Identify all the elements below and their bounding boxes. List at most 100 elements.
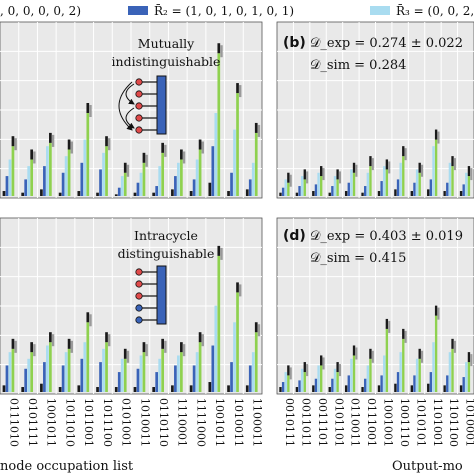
sim-marker-c-3 <box>70 340 73 353</box>
bar-a-9-0 <box>171 189 174 196</box>
bar-a-10-2 <box>195 159 199 196</box>
bar-a-0-1 <box>5 176 9 196</box>
bar-a-12-3 <box>236 93 239 196</box>
bar-c-9-3 <box>180 352 183 392</box>
errorbar-a-4 <box>86 103 90 113</box>
bar-d-11-2 <box>465 362 468 392</box>
sim-marker-b-2 <box>322 168 325 181</box>
errorbar-b-7 <box>402 146 405 157</box>
schematic-intracycle <box>135 265 167 325</box>
bar-b-4-1 <box>347 182 350 196</box>
tick-label-c-0: 0111010 <box>7 398 20 447</box>
sim-marker-d-1 <box>306 364 309 377</box>
bar-c-1-1 <box>24 368 28 392</box>
bar-a-8-3 <box>161 152 165 196</box>
bar-b-7-0 <box>394 189 397 196</box>
bar-a-7-3 <box>142 162 146 196</box>
bar-c-6-1 <box>117 372 121 392</box>
sim-marker-a-8 <box>164 144 167 157</box>
bar-d-3-1 <box>331 378 334 392</box>
bar-b-10-3 <box>451 166 454 196</box>
sim-marker-d-0 <box>289 367 292 380</box>
panel-a <box>0 21 263 199</box>
bar-b-1-3 <box>303 179 306 196</box>
panel-d <box>276 217 474 395</box>
errorbar-a-10 <box>198 139 202 150</box>
bar-b-8-3 <box>418 172 421 196</box>
panel-letter-b: (b) <box>283 35 306 51</box>
errorbar-b-0 <box>287 172 290 183</box>
bar-a-12-1 <box>230 172 233 196</box>
annotation-c-line2: distinguishable <box>118 246 215 261</box>
bar-d-10-3 <box>451 348 454 392</box>
bar-a-0-3 <box>11 146 15 196</box>
bar-a-0-0 <box>2 191 6 196</box>
bar-c-1-0 <box>21 387 25 392</box>
bar-c-12-0 <box>227 385 230 392</box>
bar-a-13-2 <box>251 162 255 196</box>
sim-marker-d-2 <box>322 357 325 370</box>
bar-c-3-2 <box>64 352 68 392</box>
bar-b-2-3 <box>320 176 323 196</box>
errorbar-c-2 <box>49 332 52 343</box>
bar-c-11-3 <box>217 255 221 392</box>
errorbar-a-0 <box>11 136 15 147</box>
bar-b-3-2 <box>333 176 337 196</box>
bar-c-2-3 <box>49 342 52 392</box>
errorbar-b-5 <box>369 156 372 167</box>
bar-b-9-3 <box>434 139 438 196</box>
bar-c-3-0 <box>58 387 62 392</box>
sim-marker-a-13 <box>257 124 261 137</box>
bar-a-13-3 <box>254 132 258 196</box>
bar-c-7-3 <box>142 352 146 392</box>
bar-c-4-1 <box>80 358 84 392</box>
bar-a-11-0 <box>208 182 212 196</box>
panel-c <box>0 217 263 395</box>
bar-c-3-3 <box>67 348 71 392</box>
tick-label-d-4: 0110011 <box>349 398 362 447</box>
bar-a-2-2 <box>46 146 49 196</box>
bar-c-2-1 <box>43 362 46 392</box>
errorbar-b-1 <box>303 169 306 180</box>
bar-a-3-0 <box>58 192 62 196</box>
errorbar-d-5 <box>369 348 372 359</box>
tick-label-c-7: 1010011 <box>138 398 151 447</box>
bar-b-3-1 <box>331 186 334 196</box>
bar-b-6-2 <box>383 166 386 196</box>
bar-a-10-0 <box>189 191 193 196</box>
bar-d-5-2 <box>366 365 369 392</box>
bar-d-7-2 <box>399 352 402 392</box>
bar-b-0-0 <box>279 192 282 196</box>
errorbar-b-2 <box>320 166 323 177</box>
bar-d-4-0 <box>344 385 348 392</box>
sim-marker-d-3 <box>338 364 342 377</box>
bar-d-10-1 <box>446 375 449 392</box>
bar-a-2-0 <box>40 189 43 196</box>
bar-a-7-2 <box>139 172 143 196</box>
errorbar-d-1 <box>303 362 306 373</box>
bar-c-0-0 <box>2 385 6 392</box>
bar-d-3-2 <box>333 368 337 392</box>
errorbar-d-9 <box>434 305 438 316</box>
sim-marker-b-3 <box>338 171 342 184</box>
bar-b-9-1 <box>429 179 433 196</box>
sim-marker-b-7 <box>404 148 407 161</box>
errorbar-c-3 <box>67 338 71 349</box>
errorbar-c-6 <box>123 348 127 359</box>
bar-b-11-2 <box>465 172 468 196</box>
tick-label-c-11: 1001011 <box>213 398 226 447</box>
errorbar-c-5 <box>105 332 108 343</box>
bar-a-3-2 <box>64 156 68 196</box>
errorbar-a-11 <box>217 43 221 54</box>
sim-marker-c-0 <box>14 340 17 353</box>
bar-a-10-3 <box>198 149 202 196</box>
sim-marker-a-1 <box>33 151 36 164</box>
bar-b-1-1 <box>298 186 301 196</box>
sim-marker-a-4 <box>89 105 92 117</box>
sim-marker-b-5 <box>371 158 374 171</box>
bar-b-8-2 <box>415 169 419 196</box>
sim-marker-b-6 <box>388 161 391 174</box>
tick-label-c-12: 1010011 <box>232 398 245 447</box>
bar-c-6-0 <box>114 387 118 392</box>
stat-d-exp: 𝒟_exp = 0.403 ± 0.019 <box>310 229 463 244</box>
